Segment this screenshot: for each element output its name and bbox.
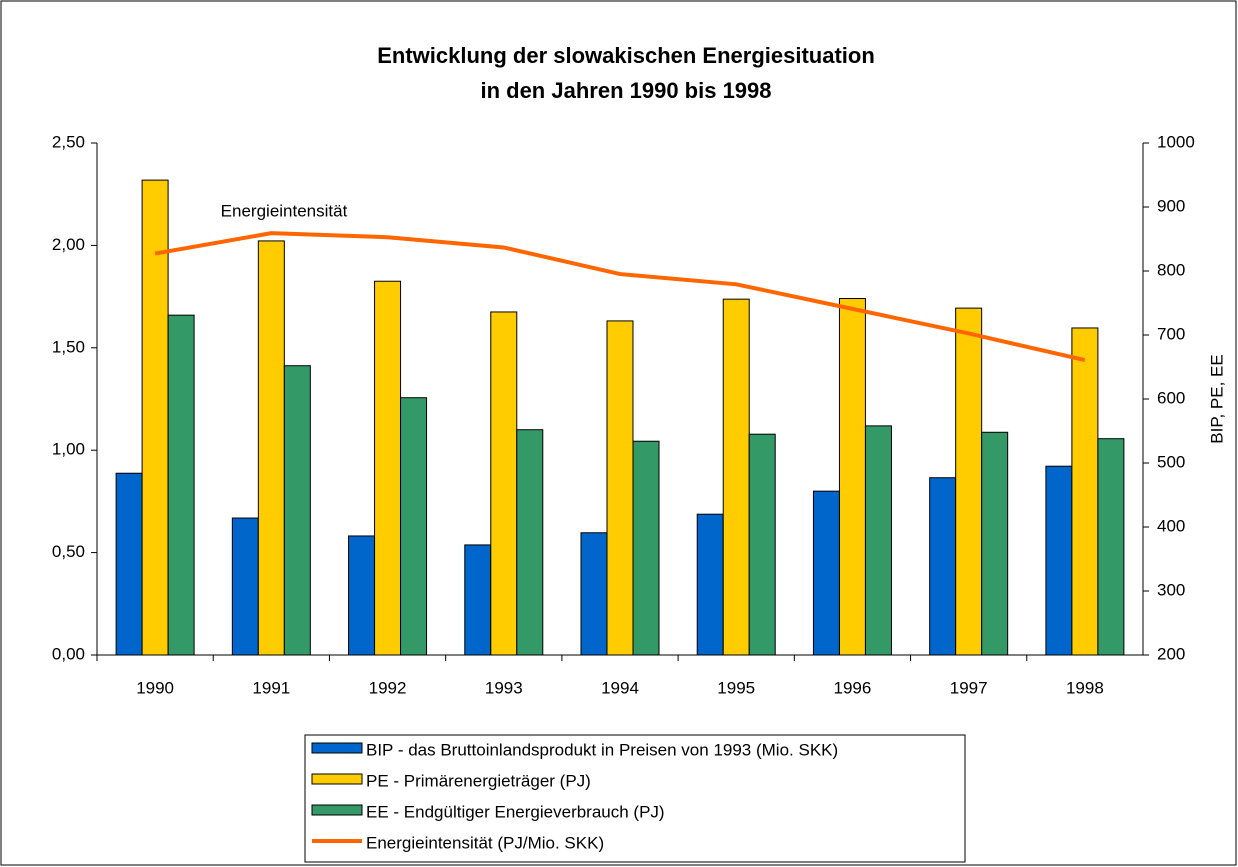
legend-swatch xyxy=(311,742,363,754)
y-tick-label: 0,50 xyxy=(52,542,85,561)
y-tick-label: 1,50 xyxy=(52,337,85,356)
legend-label: EE - Endgültiger Energieverbrauch (PJ) xyxy=(366,802,665,821)
y2-tick-label: 300 xyxy=(1157,580,1185,599)
y2-tick-label: 700 xyxy=(1157,324,1185,343)
bar xyxy=(1071,327,1099,656)
bar xyxy=(400,397,428,656)
bar xyxy=(115,472,143,656)
x-tick-label: 1997 xyxy=(950,678,988,697)
y2-tick-label: 800 xyxy=(1157,260,1185,279)
y2-axis-label: BIP, PE, EE xyxy=(1207,354,1226,443)
bar xyxy=(490,311,518,656)
bar xyxy=(374,280,402,656)
y2-tick-label: 500 xyxy=(1157,452,1185,471)
bar xyxy=(929,477,957,656)
bar xyxy=(348,535,376,656)
bar xyxy=(167,314,195,656)
x-tick-label: 1991 xyxy=(252,678,290,697)
x-tick-label: 1994 xyxy=(601,678,639,697)
legend-label: PE - Primärenergieträger (PJ) xyxy=(366,771,591,790)
y-tick-label: 0,00 xyxy=(52,644,85,663)
bar xyxy=(1045,465,1073,656)
legend-box xyxy=(304,734,966,863)
y-tick-label: 2,00 xyxy=(52,235,85,254)
bar xyxy=(748,433,776,656)
x-tick-label: 1998 xyxy=(1066,678,1104,697)
bar xyxy=(722,298,750,656)
x-tick-label: 1990 xyxy=(136,678,174,697)
bar xyxy=(864,425,892,656)
bar xyxy=(141,179,169,656)
bar xyxy=(955,307,983,656)
x-tick-label: 1996 xyxy=(834,678,872,697)
bar xyxy=(464,544,492,656)
y-tick-label: 2,50 xyxy=(52,132,85,151)
bar xyxy=(838,298,866,656)
legend-swatch xyxy=(311,773,363,785)
legend-label: Energieintensität (PJ/Mio. SKK) xyxy=(366,833,604,852)
annotation: Energieintensität xyxy=(221,201,348,220)
legend-swatch xyxy=(311,804,363,816)
bar xyxy=(257,240,285,656)
bar xyxy=(606,320,634,656)
bar xyxy=(812,490,840,656)
x-tick-label: 1993 xyxy=(485,678,523,697)
bar xyxy=(231,517,259,656)
chart-subtitle: in den Jahren 1990 bis 1998 xyxy=(480,78,771,103)
legend-label: BIP - das Bruttoinlandsprodukt in Preise… xyxy=(366,740,838,759)
y2-tick-label: 400 xyxy=(1157,516,1185,535)
x-tick-label: 1992 xyxy=(369,678,407,697)
x-tick-label: 1995 xyxy=(717,678,755,697)
y2-tick-label: 1000 xyxy=(1157,132,1195,151)
chart-title: Entwicklung der slowakischen Energiesitu… xyxy=(377,43,875,68)
bar xyxy=(516,429,544,656)
bar xyxy=(580,532,608,656)
y2-tick-label: 200 xyxy=(1157,644,1185,663)
line xyxy=(154,231,1086,363)
bar xyxy=(696,513,724,656)
bar xyxy=(1097,438,1125,656)
y2-tick-label: 600 xyxy=(1157,388,1185,407)
y2-tick-label: 900 xyxy=(1157,196,1185,215)
y-tick-label: 1,00 xyxy=(52,440,85,459)
bar xyxy=(632,440,660,656)
bar xyxy=(283,365,311,656)
bar xyxy=(981,431,1009,656)
